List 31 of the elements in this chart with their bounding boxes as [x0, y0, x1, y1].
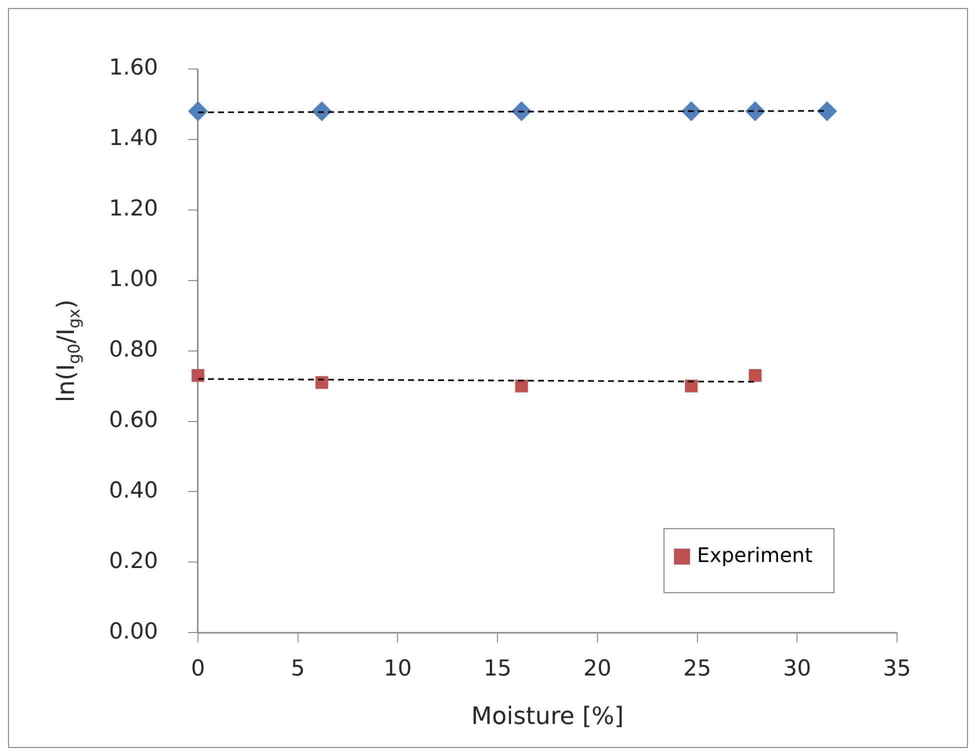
y-tick-label: 1.20 [109, 196, 158, 222]
y-tick-label: 1.40 [109, 126, 158, 152]
x-tick-label: 10 [384, 656, 412, 682]
x-axis-title: Moisture [%] [471, 702, 624, 730]
point [748, 369, 762, 382]
y-tick-label: 0.60 [109, 408, 158, 433]
legend-label: Experiment [697, 542, 813, 567]
y-tick-label: 1.00 [109, 267, 158, 292]
x-tick-label: 5 [290, 656, 305, 682]
y-tick-label: 0.00 [109, 619, 158, 644]
y-tick-label: 0.20 [109, 548, 158, 574]
y-tick-label: 1.60 [109, 56, 158, 81]
point [188, 101, 208, 122]
y-axis-title: ln(Ig0/Igx) [52, 299, 84, 402]
point [745, 101, 766, 122]
point [681, 101, 702, 122]
point [512, 101, 532, 122]
y-tick-label: 0.40 [109, 478, 158, 504]
x-tick-label: 35 [883, 656, 911, 682]
point [315, 376, 328, 389]
y-tick-label: 0.80 [109, 338, 158, 363]
x-tick-label: 15 [484, 656, 512, 682]
point [817, 101, 838, 122]
x-tick-label: 0 [190, 656, 205, 682]
point [684, 380, 698, 392]
point [515, 380, 528, 392]
x-tick-label: 30 [783, 656, 812, 682]
point [312, 101, 332, 122]
x-tick-label: 20 [583, 656, 612, 682]
x-tick-label: 25 [683, 656, 712, 682]
point [192, 369, 204, 382]
